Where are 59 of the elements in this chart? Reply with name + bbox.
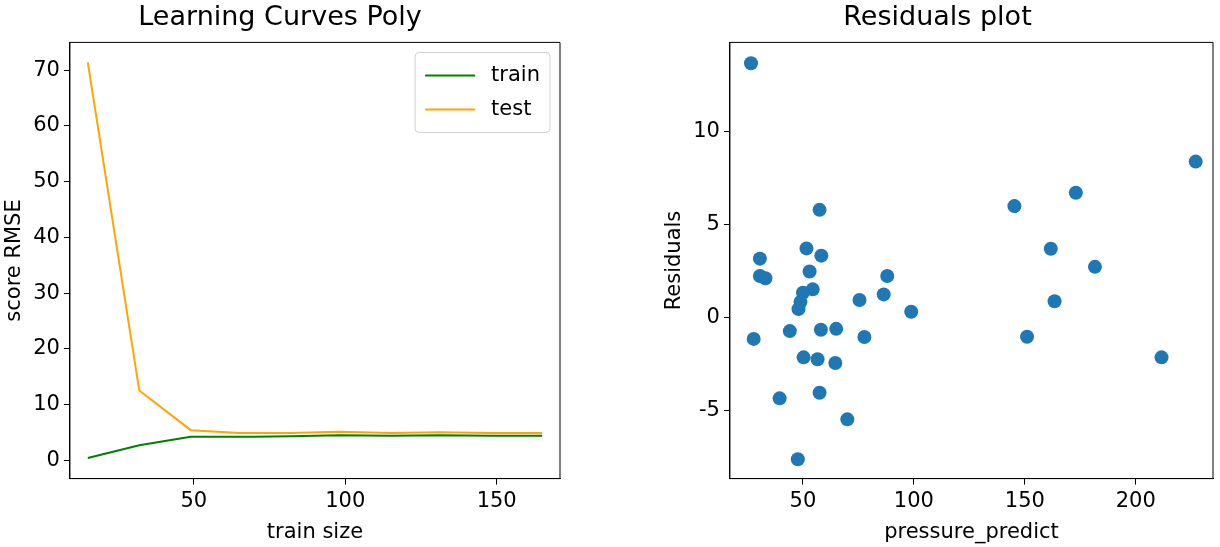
- point: [791, 302, 806, 317]
- x-tick-label: 200: [1115, 487, 1156, 512]
- y-tick-label: 0: [706, 303, 720, 328]
- x-tick-label: 100: [893, 487, 934, 512]
- x-tick-label: 50: [789, 487, 817, 512]
- legend-label: train: [491, 61, 541, 86]
- point: [904, 304, 919, 319]
- legend-label: test: [491, 95, 532, 120]
- point: [802, 264, 817, 279]
- x-tick-label: 150: [476, 487, 517, 512]
- y-tick-label: 60: [33, 112, 60, 137]
- point: [812, 202, 827, 217]
- point: [746, 331, 761, 346]
- point: [758, 271, 773, 286]
- chart-title: Learning Curves Poly: [138, 0, 422, 32]
- x-tick-label: 100: [325, 487, 366, 512]
- point: [829, 321, 844, 336]
- point: [1043, 241, 1058, 256]
- point: [812, 385, 827, 400]
- point: [790, 452, 805, 467]
- point: [799, 241, 814, 256]
- y-tick-label: 5: [706, 210, 720, 235]
- x-tick-label: 150: [1004, 487, 1045, 512]
- point: [744, 56, 758, 71]
- point: [1047, 294, 1062, 309]
- point: [852, 292, 867, 307]
- point: [796, 350, 811, 365]
- y-tick-label: -5: [698, 396, 720, 421]
- y-tick-label: 40: [33, 223, 60, 248]
- point: [813, 322, 828, 337]
- y-axis-title: Residuals: [661, 210, 686, 311]
- x-axis-title: pressure_predict: [884, 518, 1059, 544]
- y-tick-label: 50: [33, 168, 60, 193]
- point: [880, 268, 895, 283]
- point: [1068, 185, 1083, 200]
- y-tick-label: 70: [33, 56, 60, 81]
- point: [1154, 350, 1169, 365]
- point: [1020, 329, 1035, 344]
- point: [1007, 199, 1022, 214]
- y-tick-label: 0: [46, 446, 60, 471]
- point: [752, 251, 767, 266]
- x-axis-title: train size: [266, 518, 364, 543]
- point: [1188, 154, 1203, 169]
- y-tick-label: 10: [693, 117, 720, 142]
- x-tick-label: 50: [180, 487, 208, 512]
- y-tick-label: 10: [33, 390, 60, 415]
- point: [1087, 259, 1102, 274]
- point: [772, 391, 787, 406]
- y-tick-label: 20: [33, 335, 60, 360]
- point: [782, 324, 797, 339]
- point: [876, 287, 891, 302]
- y-tick-label: 30: [33, 279, 60, 304]
- point: [828, 355, 843, 370]
- point: [857, 330, 872, 345]
- point: [814, 248, 829, 263]
- chart-title: Residuals plot: [843, 0, 1032, 32]
- y-axis-title: score RMSE: [1, 199, 26, 322]
- point: [840, 412, 855, 427]
- point: [810, 352, 825, 367]
